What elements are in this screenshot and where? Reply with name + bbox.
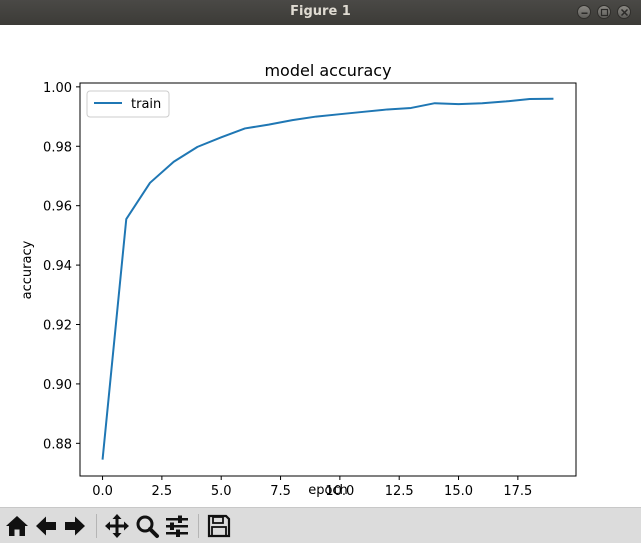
y-axis-label: accuracy [20,240,35,299]
back-button[interactable] [33,513,59,539]
x-tick-label: 2.5 [152,484,173,499]
minimize-button[interactable] [577,5,591,19]
close-icon [620,8,629,17]
y-tick-label: 0.88 [43,437,72,452]
y-tick-label: 0.96 [43,200,72,215]
maximize-icon [600,8,609,17]
forward-button[interactable] [62,513,88,539]
x-tick-label: 10.0 [325,484,354,499]
accuracy-chart: model accuracy 0.0 2.5 5.0 7.5 10.0 12.5 15.0 1… [20,61,577,499]
series-layer [101,97,554,460]
title-bar[interactable]: Figure 1 [0,0,641,25]
y-tick-label: 0.98 [43,140,72,155]
subplots-button[interactable] [164,513,190,539]
pan-button[interactable] [104,513,130,539]
x-tick-label: 0.0 [92,484,113,499]
x-tick-label: 5.0 [211,484,232,499]
y-tick-label: 0.92 [43,319,72,334]
x-tick-label: 12.5 [385,484,414,499]
floppy-disk-icon [207,514,231,538]
close-button[interactable] [617,5,631,19]
y-tick-label: 1.00 [43,81,72,96]
move-icon [105,514,129,538]
home-icon [6,516,28,536]
legend-label-train: train [131,97,161,112]
x-axis-ticks: 0.0 2.5 5.0 7.5 10.0 12.5 15.0 17.5 [92,476,532,499]
navigation-toolbar [0,507,641,543]
x-axis-label: epoch [308,483,348,498]
toolbar-separator [96,514,97,538]
x-tick-label: 7.5 [270,484,291,499]
legend: train [86,90,170,118]
figure-canvas[interactable]: model accuracy 0.0 2.5 5.0 7.5 10.0 12.5 15.0 1… [0,25,641,507]
sliders-icon [166,515,188,537]
home-button[interactable] [4,513,30,539]
y-tick-label: 0.94 [43,259,72,274]
maximize-button[interactable] [597,5,611,19]
legend-box [86,90,170,118]
x-tick-label: 15.0 [444,484,473,499]
save-button[interactable] [206,513,232,539]
magnifier-icon [136,515,159,538]
plot-frame [79,82,577,477]
chart-title: model accuracy [264,61,391,80]
arrow-right-icon [65,516,85,536]
y-axis-ticks: 0.88 0.90 0.92 0.94 0.96 0.98 1.00 [43,81,80,452]
arrow-left-icon [36,516,56,536]
window-title: Figure 1 [290,4,351,19]
y-tick-label: 0.90 [43,378,72,393]
toolbar-separator [198,514,199,538]
series-line-train [101,97,554,460]
x-tick-label: 17.5 [503,484,532,499]
zoom-button[interactable] [134,513,160,539]
minimize-icon [581,12,588,14]
